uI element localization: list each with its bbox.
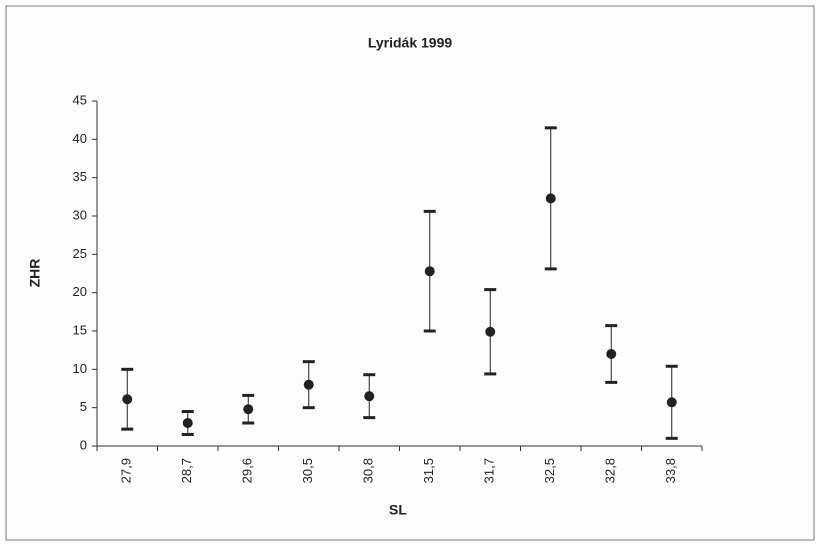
x-tick-label: 32,5 — [542, 458, 557, 483]
y-tick-label: 10 — [73, 361, 87, 376]
y-tick-label: 25 — [73, 246, 87, 261]
y-tick-label: 35 — [73, 169, 87, 184]
x-tick-label: 30,5 — [300, 458, 315, 483]
point — [606, 349, 617, 359]
point — [182, 418, 193, 428]
point — [364, 391, 375, 402]
x-tick-label: 32,8 — [603, 458, 618, 483]
x-tick-label: 28,7 — [179, 458, 194, 483]
point — [424, 266, 435, 277]
x-tick-label: 31,7 — [482, 458, 497, 483]
point — [243, 404, 254, 415]
point — [122, 394, 133, 405]
y-tick-label: 0 — [80, 437, 87, 452]
y-tick-label: 30 — [73, 207, 87, 222]
y-axis-label: ZHR — [27, 259, 43, 288]
point — [303, 379, 314, 390]
point — [485, 326, 496, 337]
chart-frame — [5, 5, 815, 541]
y-tick-label: 15 — [73, 322, 87, 337]
x-tick-label: 29,6 — [240, 458, 255, 483]
point — [545, 193, 556, 204]
x-axis-label: SL — [389, 502, 407, 518]
chart-title: Lyridák 1999 — [368, 35, 453, 51]
y-tick-label: 40 — [73, 131, 87, 146]
x-tick-label: 30,8 — [361, 458, 376, 483]
point — [666, 397, 677, 408]
x-tick-label: 27,9 — [119, 458, 134, 483]
y-tick-label: 5 — [80, 399, 87, 414]
x-tick-label: 31,5 — [421, 458, 436, 483]
y-tick-label: 20 — [73, 284, 87, 299]
x-tick-label: 33,8 — [663, 458, 678, 483]
y-tick-label: 45 — [73, 92, 87, 107]
